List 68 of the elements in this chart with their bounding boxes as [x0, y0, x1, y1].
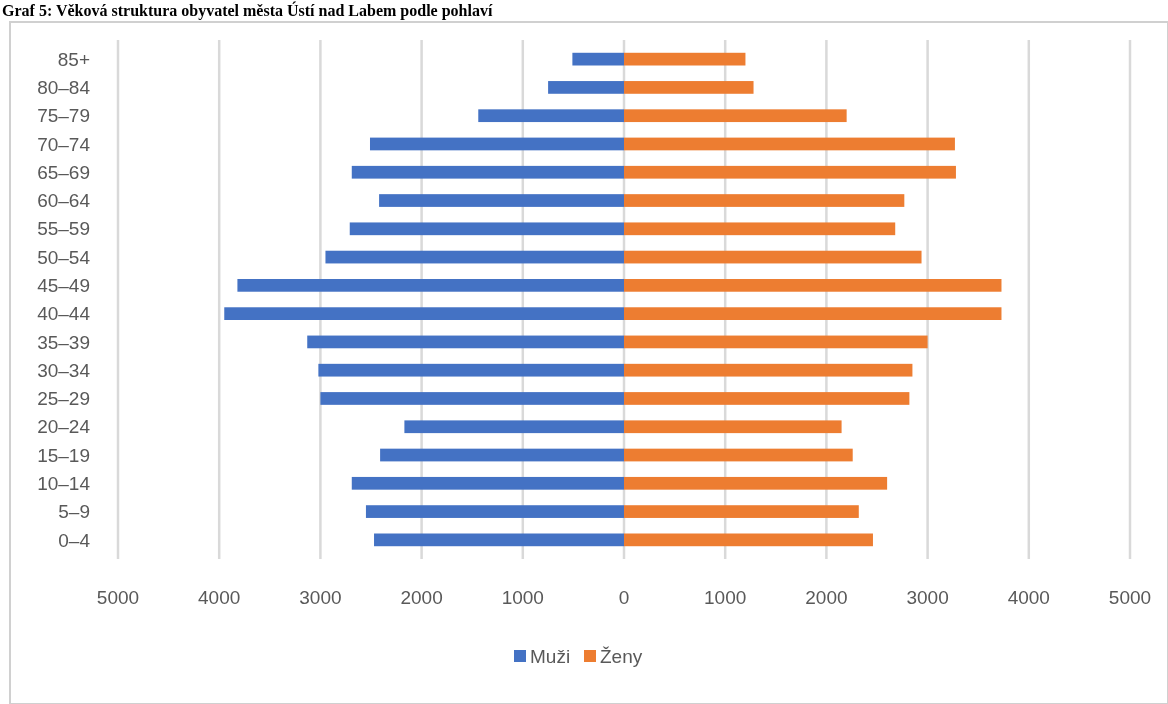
y-tick-label: 70–74 — [37, 133, 91, 155]
bar — [624, 109, 847, 123]
legend-label: Ženy — [600, 645, 643, 667]
bar — [374, 533, 624, 547]
bar — [224, 307, 624, 320]
bar — [624, 194, 905, 207]
y-tick-label: 80–84 — [37, 77, 91, 99]
bar — [380, 448, 624, 462]
y-tick-label: 50–54 — [37, 246, 91, 268]
bar — [318, 363, 624, 377]
y-tick-label: 5–9 — [58, 501, 90, 523]
x-tick-label: 3000 — [906, 587, 949, 608]
bar — [404, 420, 624, 434]
y-tick-label: 55–59 — [37, 218, 90, 240]
legend-label: Muži — [530, 645, 571, 667]
y-tick-label: 25–29 — [37, 388, 90, 410]
y-tick-label: 35–39 — [37, 331, 90, 353]
chart-title: Graf 5: Věková struktura obyvatel města Ústí nad Labem podle pohlaví — [2, 1, 493, 20]
y-tick-label: 40–44 — [37, 303, 91, 325]
bar — [369, 137, 624, 151]
y-tick-label: 15–19 — [37, 444, 90, 466]
x-tick-label: 1000 — [501, 587, 544, 608]
bar — [624, 250, 922, 264]
x-tick-label: 2000 — [400, 587, 443, 608]
x-tick-label: 0 — [618, 587, 630, 608]
bar — [351, 476, 624, 490]
bar — [351, 165, 624, 179]
bar — [624, 533, 873, 547]
bar — [624, 476, 888, 490]
y-tick-label: 20–24 — [37, 416, 91, 438]
bar — [624, 307, 1002, 320]
bar — [624, 81, 754, 94]
x-tick-label: 4000 — [198, 587, 241, 608]
bar — [237, 279, 624, 292]
y-tick-label: 10–14 — [37, 472, 91, 494]
bar — [624, 363, 913, 377]
bar — [320, 392, 624, 405]
y-tick-label: 65–69 — [37, 161, 90, 183]
bar — [624, 392, 910, 405]
x-tick-label: 3000 — [299, 587, 342, 608]
bar — [624, 420, 842, 434]
y-tick-label: 85+ — [57, 48, 90, 70]
bar — [624, 137, 955, 151]
y-tick-label: 45–49 — [37, 275, 90, 297]
bar — [548, 81, 624, 94]
bar — [307, 335, 624, 349]
bar — [624, 448, 853, 462]
x-tick-label: 5000 — [96, 587, 140, 608]
bar — [624, 52, 746, 66]
x-tick-label: 2000 — [805, 587, 848, 608]
bar — [624, 165, 956, 179]
bar — [325, 250, 624, 264]
bar — [478, 109, 624, 123]
y-tick-label: 75–79 — [37, 105, 90, 127]
bar — [379, 194, 624, 207]
bar — [624, 505, 859, 518]
y-tick-label: 60–64 — [37, 190, 91, 212]
bar — [624, 335, 928, 349]
x-tick-label: 1000 — [704, 587, 747, 608]
bar — [349, 222, 624, 236]
x-tick-label: 5000 — [1108, 587, 1152, 608]
bar — [624, 222, 896, 236]
y-tick-label: 30–34 — [37, 359, 91, 381]
bar — [624, 279, 1002, 292]
bar — [365, 505, 624, 518]
x-tick-label: 4000 — [1007, 587, 1050, 608]
bar — [572, 52, 624, 66]
y-tick-label: 0–4 — [58, 529, 91, 551]
